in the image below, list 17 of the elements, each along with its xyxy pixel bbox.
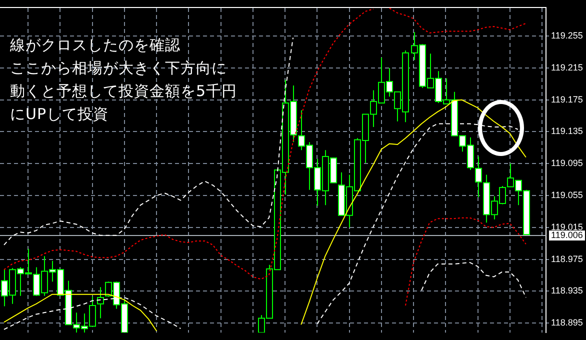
- y-tick-label: 118.895: [551, 318, 583, 328]
- line-series: [421, 262, 526, 298]
- y-tick-label: 119.055: [551, 190, 583, 200]
- y-tick-label: 119.215: [551, 62, 583, 72]
- y-tick-label: 118.935: [551, 286, 583, 296]
- annotation: 線がクロスしたのを確認: [10, 35, 180, 56]
- line-series: [4, 37, 294, 246]
- annotation: にUPして投資: [10, 104, 109, 125]
- annotation: 動くと予想して投資金額を5千円: [10, 81, 238, 102]
- line-series: [404, 217, 526, 306]
- y-tick-label: 119.255: [551, 30, 583, 41]
- y-tick-label: 119.015: [551, 222, 583, 232]
- y-tick-label: 119.095: [551, 158, 583, 168]
- y-tick-label: 118.975: [551, 254, 583, 264]
- ref-line-label: 119.006: [551, 230, 583, 240]
- y-tick-label: 119.175: [551, 94, 583, 104]
- y-tick-label: 119.135: [551, 126, 583, 136]
